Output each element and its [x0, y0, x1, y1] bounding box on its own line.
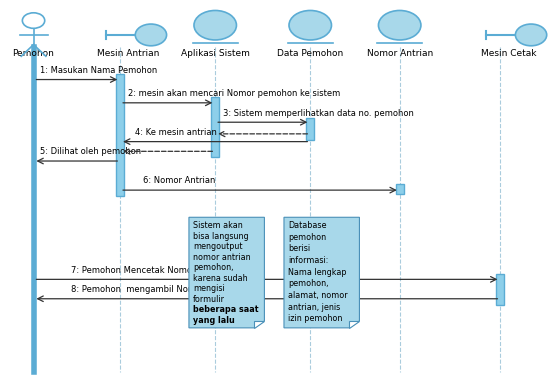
- Text: yang lalu: yang lalu: [193, 316, 235, 325]
- Bar: [211, 97, 219, 157]
- Bar: [496, 274, 504, 305]
- Polygon shape: [284, 217, 359, 328]
- Text: berisi: berisi: [288, 244, 310, 253]
- Text: Aplikasi Sistem: Aplikasi Sistem: [181, 48, 250, 57]
- Text: 4: Ke mesin antrian: 4: Ke mesin antrian: [135, 128, 217, 137]
- Text: pemohon,: pemohon,: [193, 263, 233, 272]
- Text: izin pemohon: izin pemohon: [288, 314, 342, 323]
- Text: Database: Database: [288, 221, 326, 230]
- Text: Nomor Antrian: Nomor Antrian: [367, 48, 433, 57]
- Text: 1: Masukan Nama Pemohon: 1: Masukan Nama Pemohon: [40, 66, 158, 75]
- Text: bisa langsung: bisa langsung: [193, 232, 249, 241]
- Text: Nama lengkap: Nama lengkap: [288, 268, 347, 277]
- Polygon shape: [254, 321, 264, 328]
- Text: 5: Dilihat oleh pemohon: 5: Dilihat oleh pemohon: [40, 147, 141, 156]
- Text: mengoutput: mengoutput: [193, 242, 243, 251]
- Bar: [116, 74, 124, 196]
- Circle shape: [22, 13, 45, 28]
- Text: nomor antrian: nomor antrian: [193, 253, 250, 262]
- Text: Sistem akan: Sistem akan: [193, 221, 243, 230]
- Text: informasi:: informasi:: [288, 256, 328, 265]
- Circle shape: [289, 10, 331, 40]
- Text: antrian, jenis: antrian, jenis: [288, 303, 340, 312]
- Circle shape: [135, 24, 167, 46]
- Circle shape: [515, 24, 547, 46]
- Text: Data Pemohon: Data Pemohon: [277, 48, 343, 57]
- Circle shape: [378, 10, 421, 40]
- Text: 7: Pemohon Mencetak Nomor Antrian: 7: Pemohon Mencetak Nomor Antrian: [71, 266, 229, 275]
- Text: pemohon: pemohon: [288, 233, 326, 242]
- Text: Mesin Antrian: Mesin Antrian: [97, 48, 160, 57]
- Text: Pemohon: Pemohon: [13, 48, 54, 57]
- Text: Mesin Cetak: Mesin Cetak: [481, 48, 537, 57]
- Bar: [396, 184, 404, 194]
- Circle shape: [194, 10, 236, 40]
- Text: beberapa saat: beberapa saat: [193, 305, 258, 314]
- Text: alamat, nomor: alamat, nomor: [288, 291, 348, 300]
- Text: 8: Pemohon  mengambil Nomor Antrian: 8: Pemohon mengambil Nomor Antrian: [71, 285, 238, 294]
- Text: karena sudah: karena sudah: [193, 274, 248, 283]
- Bar: [306, 118, 314, 140]
- Text: 3: Sistem memperlihatkan data no. pemohon: 3: Sistem memperlihatkan data no. pemoho…: [223, 109, 414, 118]
- Polygon shape: [189, 217, 264, 328]
- Text: 6: Nomor Antrian: 6: Nomor Antrian: [143, 177, 215, 185]
- Text: mengisi: mengisi: [193, 284, 225, 293]
- Text: pemohon,: pemohon,: [288, 279, 328, 288]
- Text: 2: mesin akan mencari Nomor pemohon ke sistem: 2: mesin akan mencari Nomor pemohon ke s…: [128, 89, 340, 98]
- Polygon shape: [349, 321, 359, 328]
- Text: formulir: formulir: [193, 295, 225, 304]
